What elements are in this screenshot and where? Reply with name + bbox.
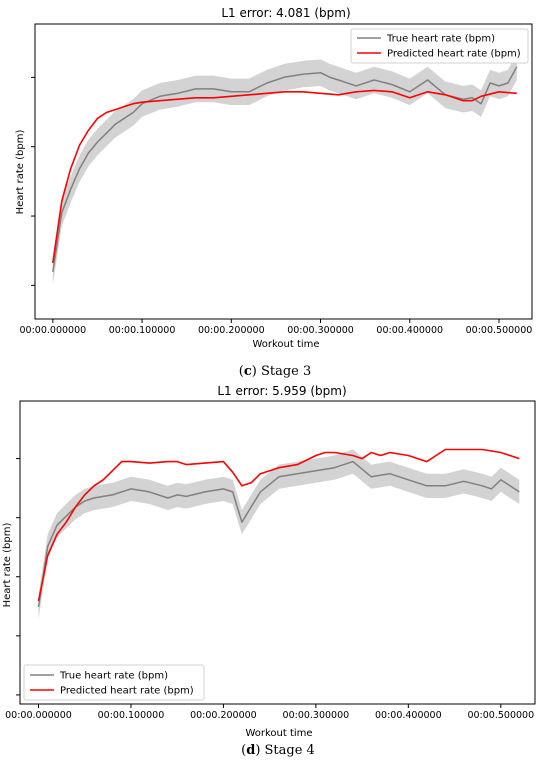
caption-text-d: Stage 4	[265, 743, 315, 758]
x-axis-label-c: Workout time	[252, 339, 319, 350]
plot-frame-c	[34, 23, 533, 320]
x-tick-label-d: 00:00.300000	[283, 710, 350, 721]
chart-panel-d: L1 error: 5.959 (bpm) 00:00.000000 00:00.…	[2, 384, 536, 758]
plot-frame-d	[19, 400, 536, 705]
x-tick-label-d: 00:00.200000	[190, 710, 257, 721]
legend-c: True heart rate (bpm) Predicted heart ra…	[350, 28, 529, 64]
legend-label-true-c: True heart rate (bpm)	[386, 34, 495, 45]
x-tick-label-d: 00:00.000000	[5, 710, 72, 721]
predicted-hr-line-d	[37, 448, 520, 602]
caption-c: (c) Stage 3	[239, 364, 312, 379]
chart-title-d: L1 error: 5.959 (bpm)	[217, 384, 346, 398]
plot-area-d: 00:00.000000 00:00.100000 00:00.200000 00:0…	[5, 448, 534, 721]
x-tick-label-c: 00:00.200000	[198, 325, 265, 336]
x-tick-label-c: 00:00.300000	[287, 325, 354, 336]
y-axis-label-c: Heart rate (bpm)	[15, 130, 26, 215]
caption-letter-d: d	[246, 743, 255, 758]
legend-label-true-d: True heart rate (bpm)	[59, 671, 168, 682]
predicted-hr-line-c	[52, 89, 517, 264]
plot-area-c: 00:00.000000 00:00.100000 00:00.200000 00:0…	[20, 53, 533, 336]
caption-text-c: Stage 3	[261, 364, 311, 379]
x-tick-label-c: 00:00.000000	[20, 325, 87, 336]
confidence-band-d	[38, 449, 520, 620]
y-axis-label-d: Heart rate (bpm)	[2, 523, 13, 608]
x-axis-label-d: Workout time	[245, 728, 312, 739]
chart-panel-c: L1 error: 4.081 (bpm) 00:00.000000 00:00.…	[15, 6, 533, 379]
chart-title-c: L1 error: 4.081 (bpm)	[221, 6, 350, 20]
x-tick-label-d: 00:00.100000	[98, 710, 165, 721]
x-tick-label-d: 00:00.400000	[375, 710, 442, 721]
legend-d: True heart rate (bpm) Predicted heart ra…	[23, 664, 205, 701]
confidence-band-c	[52, 53, 517, 286]
legend-label-pred-c: Predicted heart rate (bpm)	[387, 49, 521, 60]
caption-d: (d) Stage 4	[241, 743, 315, 758]
legend-label-pred-d: Predicted heart rate (bpm)	[60, 686, 194, 697]
true-hr-line-c	[52, 66, 518, 272]
legend-box-d	[23, 664, 205, 701]
x-tick-label-d: 00:00.500000	[467, 710, 534, 721]
x-tick-label-c: 00:00.400000	[376, 325, 443, 336]
legend-box-c	[350, 28, 529, 64]
caption-letter-c: c	[244, 364, 252, 379]
x-tick-label-c: 00:00.500000	[466, 325, 533, 336]
x-tick-label-c: 00:00.100000	[109, 325, 176, 336]
true-hr-line-d	[37, 460, 520, 608]
